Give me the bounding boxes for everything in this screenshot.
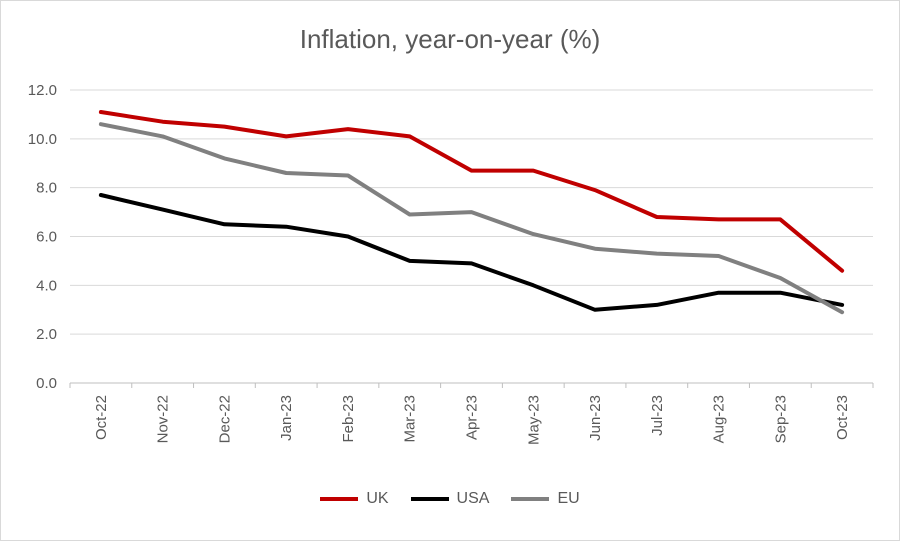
x-tick-label-11: Sep-23 [772,395,789,443]
x-tick-label-2: Dec-22 [216,395,233,443]
y-tick-label-3: 6.0 [36,229,57,246]
x-tick-label-0: Oct-22 [93,395,110,440]
y-tick-label-0: 0.0 [36,375,57,392]
x-tick-label-9: Jul-23 [649,395,666,436]
legend: UK USA EU [0,490,900,508]
x-tick-label-3: Jan-23 [278,395,295,441]
y-tick-label-4: 8.0 [36,180,57,197]
x-tick-label-5: Mar-23 [402,395,419,443]
legend-swatch-usa [410,497,449,501]
y-tick-label-1: 2.0 [36,326,57,343]
legend-item-uk: UK [320,490,389,508]
legend-label-usa: USA [456,490,490,507]
x-tick-label-4: Feb-23 [340,395,357,443]
legend-swatch-eu [511,497,550,501]
series-line-uk [98,110,845,273]
x-tick-label-1: Nov-22 [155,395,172,443]
legend-swatch-uk [320,497,359,501]
y-tick-label-2: 4.0 [36,277,57,294]
legend-item-usa: USA [410,490,490,508]
legend-item-eu: EU [511,490,580,508]
y-tick-label-5: 10.0 [28,131,57,148]
y-tick-label-6: 12.0 [28,82,57,99]
x-tick-label-8: Jun-23 [587,395,604,441]
x-tick-label-10: Aug-23 [711,395,728,443]
chart-title: Inflation, year-on-year (%) [299,24,601,54]
x-tick-label-7: May-23 [525,395,542,445]
legend-label-eu: EU [557,490,580,507]
x-tick-label-12: Oct-23 [834,395,851,440]
legend-label-uk: UK [366,490,389,507]
x-tick-label-6: Apr-23 [464,395,481,440]
